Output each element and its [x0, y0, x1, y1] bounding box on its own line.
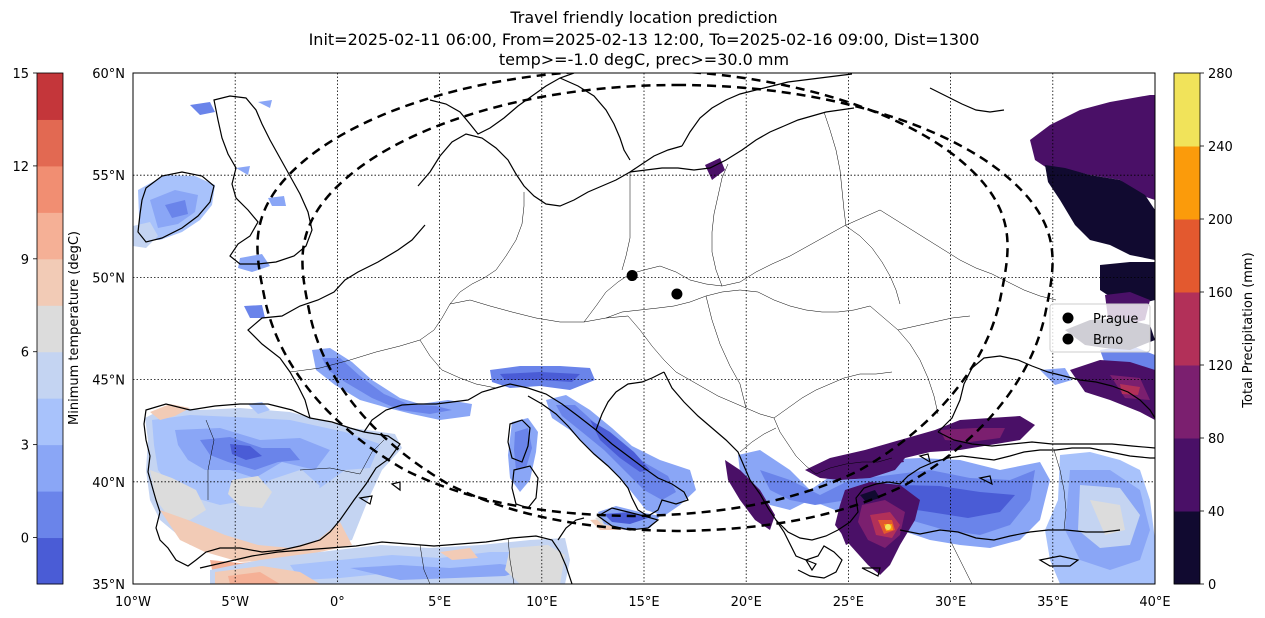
colorbar-segment — [37, 305, 63, 353]
temperature-field-italy — [508, 395, 696, 530]
longitude-labels: 10°W 5°W 0° 5°E 10°E 15°E 20°E 25°E 30°E 35°E 40°E — [115, 595, 1171, 610]
colorbar-tick-label: 280 — [1208, 67, 1233, 82]
temperature-colorbar — [36, 72, 64, 585]
colorbar-tick-label: 6 — [21, 346, 29, 361]
colorbar-tick-label: 3 — [21, 439, 29, 454]
precipitation-colorbar-ticks: 0 40 80 120 160 200 240 280 — [1200, 67, 1233, 593]
colorbar-tick-label: 240 — [1208, 140, 1233, 155]
lon-tick-label: 15°E — [628, 595, 659, 610]
precipitation-colorbar-label: Total Precipitation (mm) — [1241, 252, 1256, 408]
precipitation-colorbar — [1173, 72, 1201, 585]
location-legend: Prague Brno — [1049, 303, 1151, 353]
colorbar-segment — [1174, 438, 1200, 512]
colorbar-segment — [37, 398, 63, 446]
map-subtitle: Init=2025-02-11 06:00, From=2025-02-13 1… — [308, 30, 980, 49]
gridlines — [133, 73, 1155, 584]
colorbar-segment — [37, 444, 63, 492]
temperature-field-france — [312, 348, 595, 420]
temperature-colorbar-ticks: 0 3 6 9 12 15 — [12, 67, 37, 547]
colorbar-segment — [37, 165, 63, 213]
lon-tick-label: 40°E — [1139, 595, 1170, 610]
lat-tick-label: 45°N — [92, 374, 125, 389]
colorbar-tick-label: 12 — [12, 160, 29, 175]
locations — [626, 270, 683, 300]
lat-tick-label: 40°N — [92, 476, 125, 491]
temperature-colorbar-label: Minimum temperature (degC) — [67, 231, 82, 425]
latitude-labels: 35°N 40°N 45°N 50°N 55°N 60°N — [92, 67, 125, 593]
colorbar-segment — [37, 491, 63, 539]
colorbar-tick-label: 200 — [1208, 213, 1233, 228]
location-marker-prague[interactable] — [626, 270, 638, 282]
lon-tick-label: 10°W — [115, 595, 151, 610]
colorbar-segment — [37, 537, 63, 585]
legend-label-brno: Brno — [1093, 333, 1123, 348]
colorbar-border — [1173, 72, 1201, 585]
colorbar-segment — [1174, 146, 1200, 220]
lat-tick-label: 35°N — [92, 578, 125, 593]
lon-tick-label: 30°E — [935, 595, 966, 610]
colorbar-tick-label: 0 — [1208, 578, 1216, 593]
lat-tick-label: 60°N — [92, 67, 125, 82]
temperature-field-ireland — [133, 100, 286, 318]
lon-tick-label: 10°E — [526, 595, 557, 610]
legend-label-prague: Prague — [1093, 312, 1138, 327]
range-circle-brno — [301, 83, 1054, 533]
colorbar-tick-label: 120 — [1208, 359, 1233, 374]
colorbar-segment — [37, 258, 63, 306]
map-criteria: temp>=-1.0 degC, prec>=30.0 mm — [498, 50, 790, 69]
legend-marker-prague — [1062, 312, 1074, 324]
country-borders — [205, 111, 1067, 584]
colorbar-tick-label: 9 — [21, 253, 29, 268]
legend-marker-brno — [1062, 333, 1074, 345]
colorbar-segment — [37, 351, 63, 399]
colorbar-segment — [1174, 73, 1200, 147]
colorbar-segment — [37, 73, 63, 120]
lon-tick-label: 0° — [330, 595, 345, 610]
colorbar-tick-label: 15 — [12, 67, 29, 82]
location-marker-brno[interactable] — [671, 288, 683, 300]
lon-tick-label: 35°E — [1037, 595, 1068, 610]
colorbar-segment — [1174, 511, 1200, 585]
lon-tick-label: 5°W — [221, 595, 249, 610]
colorbar-tick-label: 0 — [21, 532, 29, 547]
colorbar-tick-label: 40 — [1208, 505, 1225, 520]
map-title: Travel friendly location prediction — [510, 8, 778, 27]
precipitation-field — [705, 95, 1155, 575]
map-border — [132, 72, 1156, 585]
colorbar-segment — [37, 212, 63, 260]
colorbar-segment — [37, 119, 63, 167]
colorbar-tick-label: 80 — [1208, 432, 1225, 447]
lat-tick-label: 50°N — [92, 271, 125, 286]
lon-tick-label: 5°E — [428, 595, 451, 610]
range-circles — [256, 73, 1054, 533]
lon-tick-label: 20°E — [731, 595, 762, 610]
colorbar-border — [36, 72, 64, 585]
colorbar-segment — [1174, 365, 1200, 439]
colorbar-segment — [1174, 292, 1200, 366]
temperature-field-africa — [210, 514, 640, 584]
lon-tick-label: 25°E — [833, 595, 864, 610]
lat-tick-label: 55°N — [92, 169, 125, 184]
colorbar-segment — [1174, 219, 1200, 293]
map-layers: Prague Brno — [133, 73, 1155, 584]
colorbar-tick-label: 160 — [1208, 286, 1233, 301]
range-circle-prague — [256, 73, 1009, 518]
